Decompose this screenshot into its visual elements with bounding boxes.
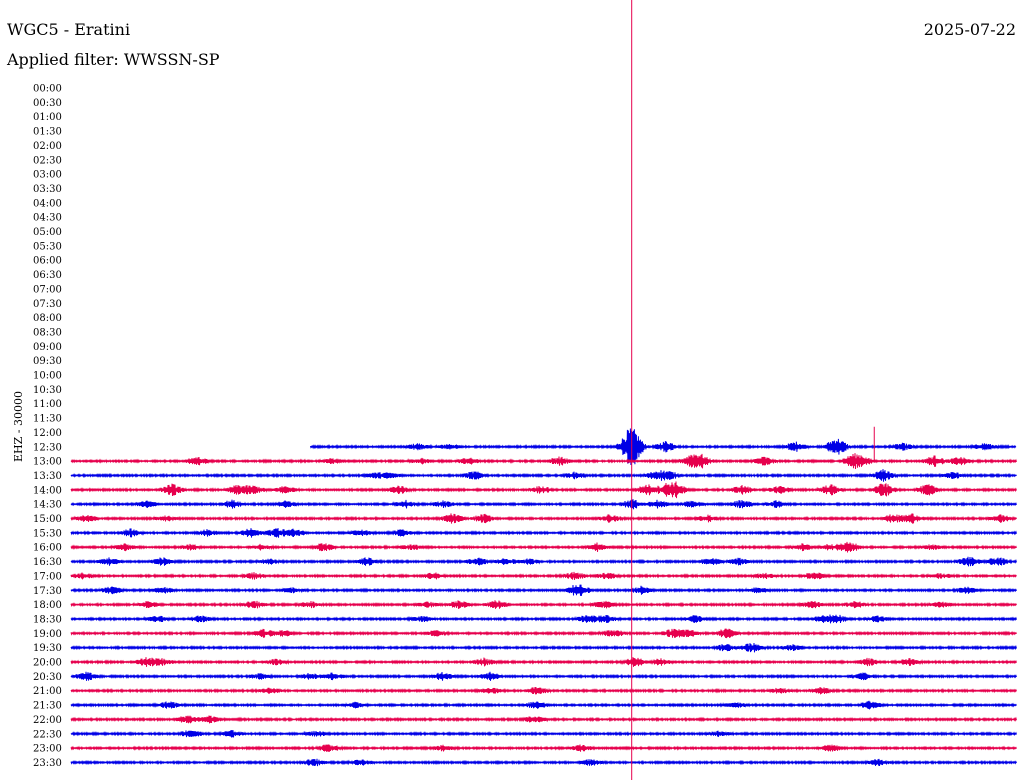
y-tick-label: 08:00	[33, 313, 62, 324]
y-tick-label: 13:30	[33, 471, 62, 482]
trace-row-1830	[70, 614, 1017, 624]
y-tick-label: 22:30	[33, 729, 62, 740]
y-tick-label: 17:30	[33, 586, 62, 597]
y-tick-label: 21:00	[33, 686, 62, 697]
y-tick-label: 09:30	[33, 356, 62, 367]
station-title: WGC5 - Eratini	[7, 20, 131, 39]
y-tick-label: 10:30	[33, 385, 62, 396]
y-tick-label: 04:30	[33, 213, 62, 224]
y-tick-label: 13:00	[33, 457, 62, 468]
trace-row-1230	[309, 428, 1017, 466]
trace-row-2030	[70, 671, 1017, 681]
y-tick-label: 14:30	[33, 500, 62, 511]
trace-row-1600	[70, 541, 1017, 553]
y-tick-label: 15:30	[33, 528, 62, 539]
trace-row-1530	[70, 527, 1017, 538]
trace-row-1430	[70, 499, 1017, 510]
y-tick-label: 03:30	[33, 184, 62, 195]
trace-row-2000	[70, 657, 1017, 667]
y-tick-label: 07:00	[33, 284, 62, 295]
trace-row-1730	[70, 584, 1017, 596]
y-tick-label: 07:30	[33, 299, 62, 310]
y-tick-label: 01:30	[33, 127, 62, 138]
trace-rows	[70, 426, 1017, 767]
trace-row-2230	[70, 729, 1017, 738]
trace-row-1330	[70, 469, 1017, 482]
y-tick-label: 10:00	[33, 371, 62, 382]
y-tick-labels: 00:00 00:30 01:00 01:30 02:00 02:30 03:00 03:30…	[33, 84, 62, 769]
y-tick-label: 02:30	[33, 155, 62, 166]
trace-row-2130	[70, 700, 1017, 710]
y-tick-label: 20:30	[33, 672, 62, 683]
y-tick-label: 15:00	[33, 514, 62, 525]
y-tick-label: 06:00	[33, 256, 62, 267]
y-tick-label: 00:00	[33, 84, 62, 95]
trace-row-1700	[70, 571, 1017, 580]
trace-row-1930	[70, 642, 1017, 653]
y-tick-label: 16:30	[33, 557, 62, 568]
y-tick-label: 01:00	[33, 112, 62, 123]
trace-row-1800	[70, 600, 1017, 609]
y-tick-label: 06:30	[33, 270, 62, 281]
y-tick-label: 18:30	[33, 614, 62, 625]
trace-row-2300	[70, 744, 1017, 752]
y-tick-label: 12:30	[33, 442, 62, 453]
y-tick-label: 19:00	[33, 629, 62, 640]
y-tick-label: 17:00	[33, 571, 62, 582]
plot-date: 2025-07-22	[923, 20, 1016, 39]
y-tick-label: 02:00	[33, 141, 62, 152]
filter-label: Applied filter: WWSSN-SP	[7, 50, 220, 69]
y-tick-label: 23:00	[33, 744, 62, 755]
y-tick-label: 11:30	[33, 414, 62, 425]
y-tick-label: 12:00	[33, 428, 62, 439]
trace-row-1400	[70, 481, 1017, 499]
y-tick-label: 21:30	[33, 701, 62, 712]
trace-row-2200	[70, 715, 1017, 724]
y-tick-label: 20:00	[33, 658, 62, 669]
trace-row-2100	[70, 686, 1017, 695]
y-tick-label: 09:00	[33, 342, 62, 353]
y-tick-label: 11:00	[33, 399, 62, 410]
y-tick-label: 18:00	[33, 600, 62, 611]
trace-row-1630	[70, 556, 1017, 567]
y-tick-label: 23:30	[33, 758, 62, 769]
y-tick-label: 14:00	[33, 485, 62, 496]
y-tick-label: 16:00	[33, 543, 62, 554]
y-tick-label: 05:30	[33, 241, 62, 252]
y-tick-label: 03:00	[33, 170, 62, 181]
y-tick-label: 05:00	[33, 227, 62, 238]
y-tick-label: 04:00	[33, 198, 62, 209]
y-tick-label: 08:30	[33, 327, 62, 338]
y-tick-label: 22:00	[33, 715, 62, 726]
trace-row-1500	[70, 513, 1017, 524]
trace-row-1300	[70, 453, 1017, 470]
y-tick-label: 19:30	[33, 643, 62, 654]
trace-row-2330	[70, 758, 1017, 767]
trace-row-1900	[70, 628, 1017, 639]
y-tick-label: 00:30	[33, 98, 62, 109]
